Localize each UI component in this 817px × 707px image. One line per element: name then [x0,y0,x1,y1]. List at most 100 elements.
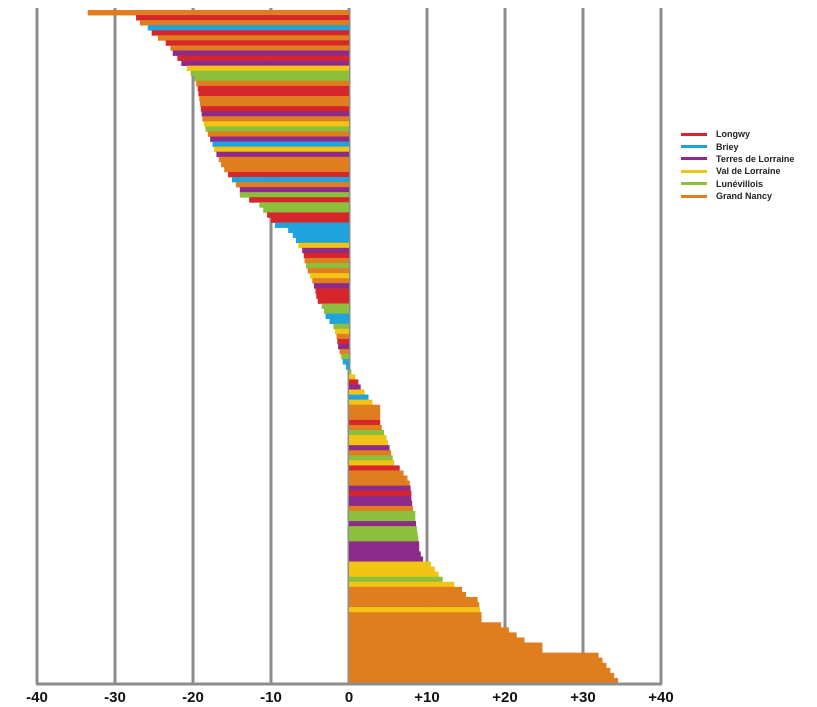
bar [228,171,349,178]
x-tick-label: +30 [570,689,595,706]
bar [349,637,525,643]
bar [336,333,349,340]
bar [212,141,349,147]
bars [87,10,619,684]
bar [239,192,349,198]
bar [198,90,349,97]
bar [210,136,349,142]
bar [349,516,416,522]
bar [205,126,349,132]
bar [349,409,381,416]
bar [349,490,412,497]
bar [349,394,369,400]
bar [324,308,349,314]
bar [349,389,365,395]
bar [221,161,349,168]
bar [349,632,517,638]
bar [349,435,387,441]
bar [194,75,349,82]
legend-label: Val de Lorraine [716,166,781,177]
bar [200,101,349,107]
bar [201,111,349,117]
legend-item: Val de Lorraine [681,165,794,177]
bar [303,252,349,259]
legend: Longwy Briey Terres de Lorraine Val de Lorr… [681,128,794,202]
bar [349,404,381,411]
bar [288,227,349,233]
legend-item: Terres de Lorraine [681,153,794,165]
bar [349,622,502,628]
bar [316,293,349,299]
bar [345,364,349,370]
bar [337,338,349,345]
bar [259,202,349,208]
bar [349,571,439,578]
bar [349,450,392,456]
bar [263,207,349,213]
bar [349,495,412,502]
bar [136,15,349,21]
bar [349,505,413,512]
bar [349,369,352,375]
bar [349,384,361,390]
bar [172,50,349,56]
bar [349,561,431,567]
bar [298,242,349,249]
bar [239,187,349,193]
legend-swatch [681,145,707,149]
bar [349,591,466,598]
bar [214,146,349,153]
bar [312,278,349,284]
bar [349,581,455,588]
bar [177,55,349,61]
bar [349,566,435,573]
bar [200,106,349,112]
bar [349,672,615,679]
bar [203,121,349,127]
bar [165,40,349,46]
bar [349,652,599,659]
bar [139,20,349,26]
bar [349,440,388,446]
bar [349,667,611,674]
bar [349,576,443,583]
bar [349,662,607,669]
bar [186,65,349,72]
bar [199,96,349,102]
bar [349,612,482,618]
bar [349,642,543,648]
legend-item: Lunévillois [681,178,794,190]
bar [202,116,349,122]
bar [224,166,349,173]
bar [274,222,349,228]
bar [349,475,408,481]
bar [342,359,349,365]
bar [349,617,482,623]
bar [349,521,417,527]
bar [307,268,349,274]
bar [349,414,381,421]
bar [196,80,349,87]
legend-item: Briey [681,140,794,152]
legend-item: Longwy [681,128,794,140]
bar [349,541,420,547]
bar [349,607,481,613]
bar [333,323,349,330]
bar [349,657,603,664]
bar [306,263,349,269]
bar [349,602,480,608]
bar [147,25,349,31]
bar [315,288,349,294]
bar [349,536,419,542]
bar [295,237,349,244]
bar [87,10,349,16]
bar [349,465,400,471]
legend-label: Briey [716,141,739,152]
bar [349,510,416,517]
legend-swatch [681,182,707,186]
bar [349,627,509,633]
legend-label: Lunévillois [716,178,764,189]
bar [190,70,349,77]
bar [341,354,349,360]
